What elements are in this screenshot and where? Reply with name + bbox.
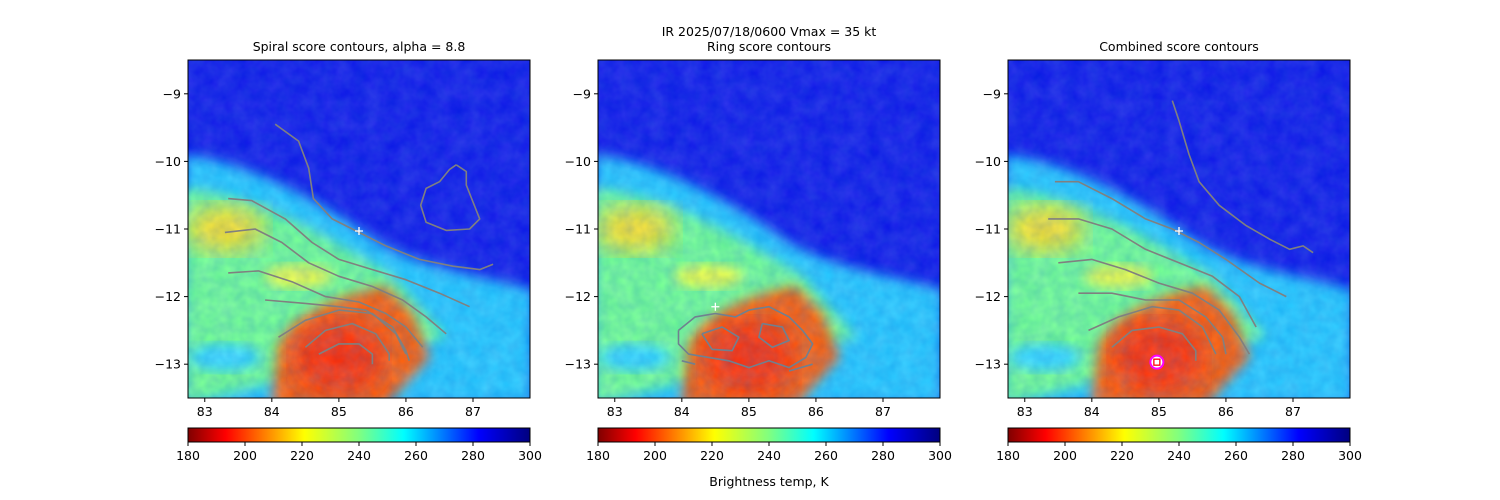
center-marker <box>1175 227 1183 236</box>
colorbar-tick-label: 280 <box>1281 448 1305 463</box>
colorbar-tick-label: 180 <box>176 448 200 463</box>
y-tick-label: −9 <box>573 86 591 101</box>
contour-line <box>304 322 390 361</box>
colorbar: 180 200 220 240 260 280 300 <box>586 427 952 463</box>
center-marker <box>711 302 720 311</box>
colorbar-tick-label: 200 <box>1053 448 1077 463</box>
y-tick-label: −12 <box>155 289 181 304</box>
contour-line <box>278 309 407 355</box>
y-tick-label: −9 <box>983 86 1001 101</box>
colorbar-tick-label: 300 <box>928 448 952 463</box>
contour-line <box>701 326 740 352</box>
panel-title: Combined score contours <box>1099 39 1259 54</box>
colorbar-tick-label: 200 <box>643 448 667 463</box>
contour-line <box>1058 258 1251 355</box>
colorbar-tick-label: 260 <box>814 448 838 463</box>
x-tick-label: 85 <box>1151 404 1167 419</box>
y-tick-label: −10 <box>155 154 181 169</box>
ir-image <box>598 60 940 398</box>
x-tick-label: 84 <box>674 404 690 419</box>
y-tick-label: −13 <box>975 357 1001 372</box>
contour-line <box>228 197 470 308</box>
contour-line <box>681 360 696 365</box>
x-tick-label: 87 <box>875 404 891 419</box>
colorbar-tick-label: 300 <box>1338 448 1362 463</box>
y-tick-label: −13 <box>565 357 591 372</box>
colorbar-tick-label: 300 <box>518 448 542 463</box>
panel-1: Spiral score contours, alpha = 8.8 83 84 85… <box>155 39 542 463</box>
colorbar: 180 200 220 240 260 280 300 <box>996 427 1362 463</box>
colorbar-tick-label: 280 <box>461 448 485 463</box>
colorbar-tick-label: 280 <box>871 448 895 463</box>
x-tick-label: 85 <box>331 404 347 419</box>
y-tick-label: −12 <box>975 289 1001 304</box>
contour-line <box>265 299 411 362</box>
x-tick-label: 83 <box>607 404 623 419</box>
colorbar-tick-label: 240 <box>757 448 781 463</box>
y-tick-label: −12 <box>565 289 591 304</box>
x-tick-label: 84 <box>264 404 280 419</box>
colorbar-tick-label: 240 <box>347 448 371 463</box>
y-tick-label: −13 <box>155 357 181 372</box>
colorbar-label: Brightness temp, K <box>709 474 829 489</box>
panel-3: Combined score contours 83 84 85 86 87 −9 −10 −1… <box>975 39 1362 463</box>
colorbar-tick-label: 220 <box>700 448 724 463</box>
colorbar-tick-label: 200 <box>233 448 257 463</box>
contour-line <box>1111 326 1197 361</box>
contour-line <box>1171 100 1314 254</box>
contour-line <box>677 305 814 369</box>
contour-line <box>788 363 813 372</box>
y-tick-label: −11 <box>565 222 591 237</box>
figure-suptitle: IR 2025/07/18/0600 Vmax = 35 kt <box>662 24 877 39</box>
x-tick-label: 86 <box>398 404 414 419</box>
x-tick-label: 84 <box>1084 404 1100 419</box>
colorbar-tick-label: 260 <box>404 448 428 463</box>
x-tick-label: 87 <box>465 404 481 419</box>
x-tick-label: 86 <box>808 404 824 419</box>
colorbar: 180 200 220 240 260 280 300 <box>176 427 542 463</box>
x-tick-label: 86 <box>1218 404 1234 419</box>
x-tick-label: 83 <box>1017 404 1033 419</box>
contour-line <box>224 228 447 335</box>
contour-line <box>228 270 424 348</box>
y-tick-label: −11 <box>155 222 181 237</box>
x-tick-label: 85 <box>741 404 757 419</box>
contour-line <box>419 164 481 232</box>
y-tick-label: −10 <box>975 154 1001 169</box>
contour-line <box>758 322 790 349</box>
panel-title: Spiral score contours, alpha = 8.8 <box>253 39 466 54</box>
y-tick-label: −9 <box>163 86 181 101</box>
colorbar-tick-label: 180 <box>996 448 1020 463</box>
contour-line <box>1088 305 1217 355</box>
colorbar-tick-label: 220 <box>1110 448 1134 463</box>
colorbar-tick-label: 240 <box>1167 448 1191 463</box>
panel-2: Ring score contours 83 84 85 86 87 −9 −10 −11 −12… <box>565 39 952 463</box>
y-tick-label: −11 <box>975 222 1001 237</box>
colorbar-tick-label: 180 <box>586 448 610 463</box>
center-marker <box>355 227 363 236</box>
best-center-marker <box>1149 354 1165 370</box>
contour-line <box>318 343 374 365</box>
contour-line <box>1054 180 1287 298</box>
colorbar-tick-label: 220 <box>290 448 314 463</box>
y-tick-label: −10 <box>565 154 591 169</box>
panel-title: Ring score contours <box>707 39 831 54</box>
contour-line <box>1048 218 1257 328</box>
colorbar-tick-label: 260 <box>1224 448 1248 463</box>
x-tick-label: 87 <box>1285 404 1301 419</box>
x-tick-label: 83 <box>197 404 213 419</box>
contour-line <box>1078 292 1227 355</box>
